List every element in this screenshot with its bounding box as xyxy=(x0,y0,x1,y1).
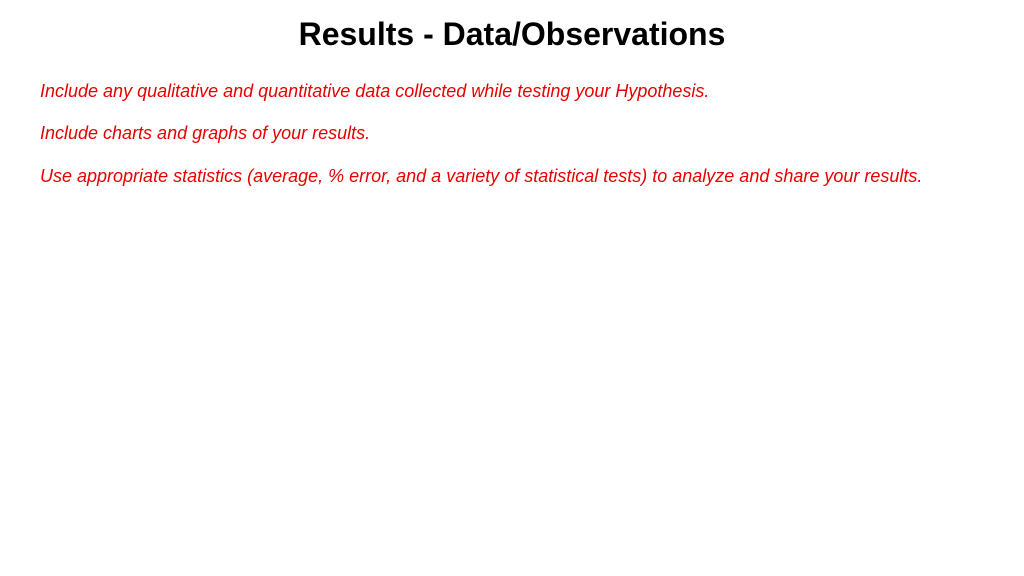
paragraph-1: Include any qualitative and quantitative… xyxy=(40,79,984,103)
paragraph-2: Include charts and graphs of your result… xyxy=(40,121,984,145)
slide-title: Results - Data/Observations xyxy=(40,16,984,53)
slide-container: Results - Data/Observations Include any … xyxy=(0,0,1024,576)
paragraph-3: Use appropriate statistics (average, % e… xyxy=(40,164,984,188)
